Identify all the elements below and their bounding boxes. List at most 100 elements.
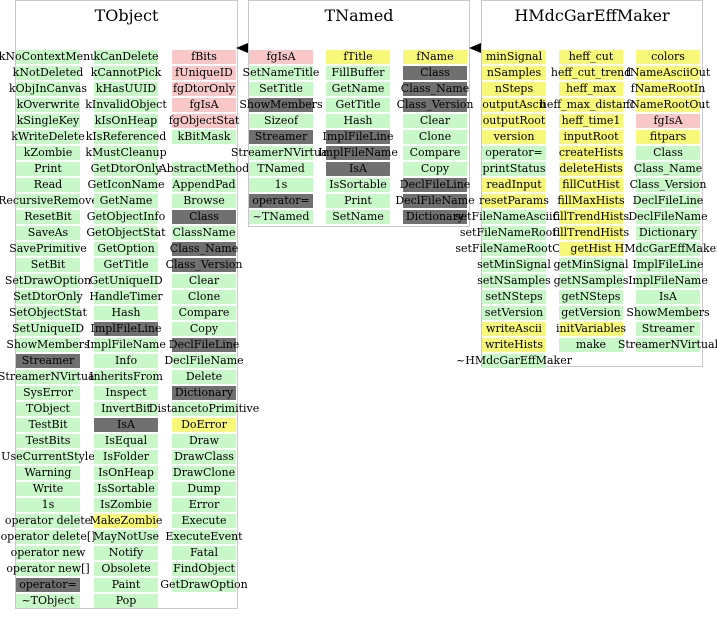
member-cell: Class_Name (169, 242, 239, 256)
member-cell: fgObjectStat (168, 114, 240, 128)
member-cell: FindObject (172, 562, 236, 576)
member-cell: GetOption (94, 242, 158, 256)
member-cell: IsA (636, 290, 700, 304)
member-cell: SetTitle (249, 82, 313, 96)
member-cell: kZombie (16, 146, 80, 160)
member-cell: UseCurrentStyle (1, 450, 95, 464)
member-cell: ImplFileName (86, 338, 166, 352)
member-cell: Streamer (636, 322, 700, 336)
member-cell: getVersion (559, 306, 623, 320)
member-cell: Clone (403, 130, 467, 144)
member-cell: GetObjectStat (86, 226, 166, 240)
member-cell: resetParams (479, 194, 549, 208)
member-cell: IsSortable (326, 178, 390, 192)
member-cell: minSignal (482, 50, 546, 64)
member-cell: outputAscii (482, 98, 546, 112)
member-cell: colors (636, 50, 700, 64)
member-cell: Dictionary (403, 210, 467, 224)
member-cell: kNoContextMenu (0, 50, 98, 64)
member-cell: ImplFileLine (632, 258, 704, 272)
member-cell: Clone (172, 290, 236, 304)
member-cell: DistancetoPrimitive (148, 402, 260, 416)
member-cell: StreamerNVirtual (617, 338, 717, 352)
member-cell: HMdcGarEffMaker (614, 242, 717, 256)
member-cell: getNSteps (559, 290, 623, 304)
member-cell: kOverwrite (16, 98, 80, 112)
member-cell: ResetBit (16, 210, 80, 224)
member-cell: writeHists (482, 338, 546, 352)
member-cell: Execute (172, 514, 236, 528)
member-cell: ShowMembers (626, 306, 710, 320)
member-cell: Write (16, 482, 80, 496)
member-cell: setNSamples (477, 274, 551, 288)
member-cell: DeclFileLine (399, 178, 471, 192)
member-cell: GetTitle (326, 98, 390, 112)
member-cell: Streamer (249, 130, 313, 144)
member-cell: Class_Version (165, 258, 243, 272)
member-cell: SysError (16, 386, 80, 400)
member-cell: getNSamples (553, 274, 629, 288)
member-cell: outputRoot (482, 114, 546, 128)
member-cell: ShowMembers (6, 338, 90, 352)
member-cell: IsEqual (94, 434, 158, 448)
member-cell: Class_Name (633, 162, 703, 176)
member-cell: RecursiveRemove (0, 194, 98, 208)
member-cell: fBits (172, 50, 236, 64)
member-cell: setFileNameRootOut (455, 242, 573, 256)
member-cell: GetTitle (94, 258, 158, 272)
member-cell: setVersion (482, 306, 546, 320)
member-cell: nSamples (482, 66, 546, 80)
member-cell: operator= (16, 578, 80, 592)
member-cell: Read (16, 178, 80, 192)
member-cell: ~TNamed (249, 210, 313, 224)
member-cell: Dictionary (636, 226, 700, 240)
class-frame (15, 40, 238, 609)
member-cell: DeclFileName (164, 354, 244, 368)
member-cell: fNameRootOut (626, 98, 710, 112)
member-cell: kHasUUID (94, 82, 158, 96)
class-frame (481, 40, 703, 367)
member-cell: Inspect (94, 386, 158, 400)
member-cell: ShowMembers (239, 98, 323, 112)
member-cell: GetDrawOption (160, 578, 248, 592)
member-cell: operator= (249, 194, 313, 208)
member-cell: TObject (16, 402, 80, 416)
member-cell: operator= (482, 146, 546, 160)
member-cell: SetDrawOption (4, 274, 92, 288)
member-cell: IsOnHeap (94, 466, 158, 480)
member-cell: SetName (326, 210, 390, 224)
member-cell: DrawClass (172, 450, 236, 464)
member-cell: InvertBit (94, 402, 158, 416)
member-cell: heff_max (559, 82, 623, 96)
member-cell: ClassName (172, 226, 236, 240)
member-cell: Dump (172, 482, 236, 496)
member-cell: DeclFileLine (168, 338, 240, 352)
member-cell: IsA (326, 162, 390, 176)
member-cell: Draw (172, 434, 236, 448)
member-cell: GetObjectInfo (86, 210, 166, 224)
member-cell: fgDtorOnly (172, 82, 236, 96)
member-cell: heff_time1 (559, 114, 623, 128)
member-cell: SetDtorOnly (13, 290, 83, 304)
member-cell: InheritsFrom (89, 370, 163, 384)
member-cell: SetUniqueID (11, 322, 85, 336)
member-cell: kInvalidObject (85, 98, 167, 112)
member-cell: setFileNameAsciiOut (454, 210, 574, 224)
class-frame (248, 40, 470, 227)
member-column: fBits fUniqueID fgDtorOnly fgIsA fgObjectSta… (148, 50, 260, 594)
member-cell: TNamed (249, 162, 313, 176)
member-cell: 1s (249, 178, 313, 192)
member-cell: fUniqueID (172, 66, 236, 80)
member-cell: Hash (94, 306, 158, 320)
member-cell: kWriteDelete (11, 130, 85, 144)
class-title: TNamed (248, 0, 470, 40)
member-cell: Compare (172, 306, 236, 320)
member-cell: Clear (403, 114, 467, 128)
member-cell: operator delete (4, 514, 92, 528)
member-cell: HandleTimer (89, 290, 163, 304)
member-cell: GetUniqueID (89, 274, 163, 288)
member-cell: getHist (559, 242, 623, 256)
member-cell: make (559, 338, 623, 352)
member-cell: ImplFileName (318, 146, 398, 160)
member-cell: Obsolete (94, 562, 158, 576)
